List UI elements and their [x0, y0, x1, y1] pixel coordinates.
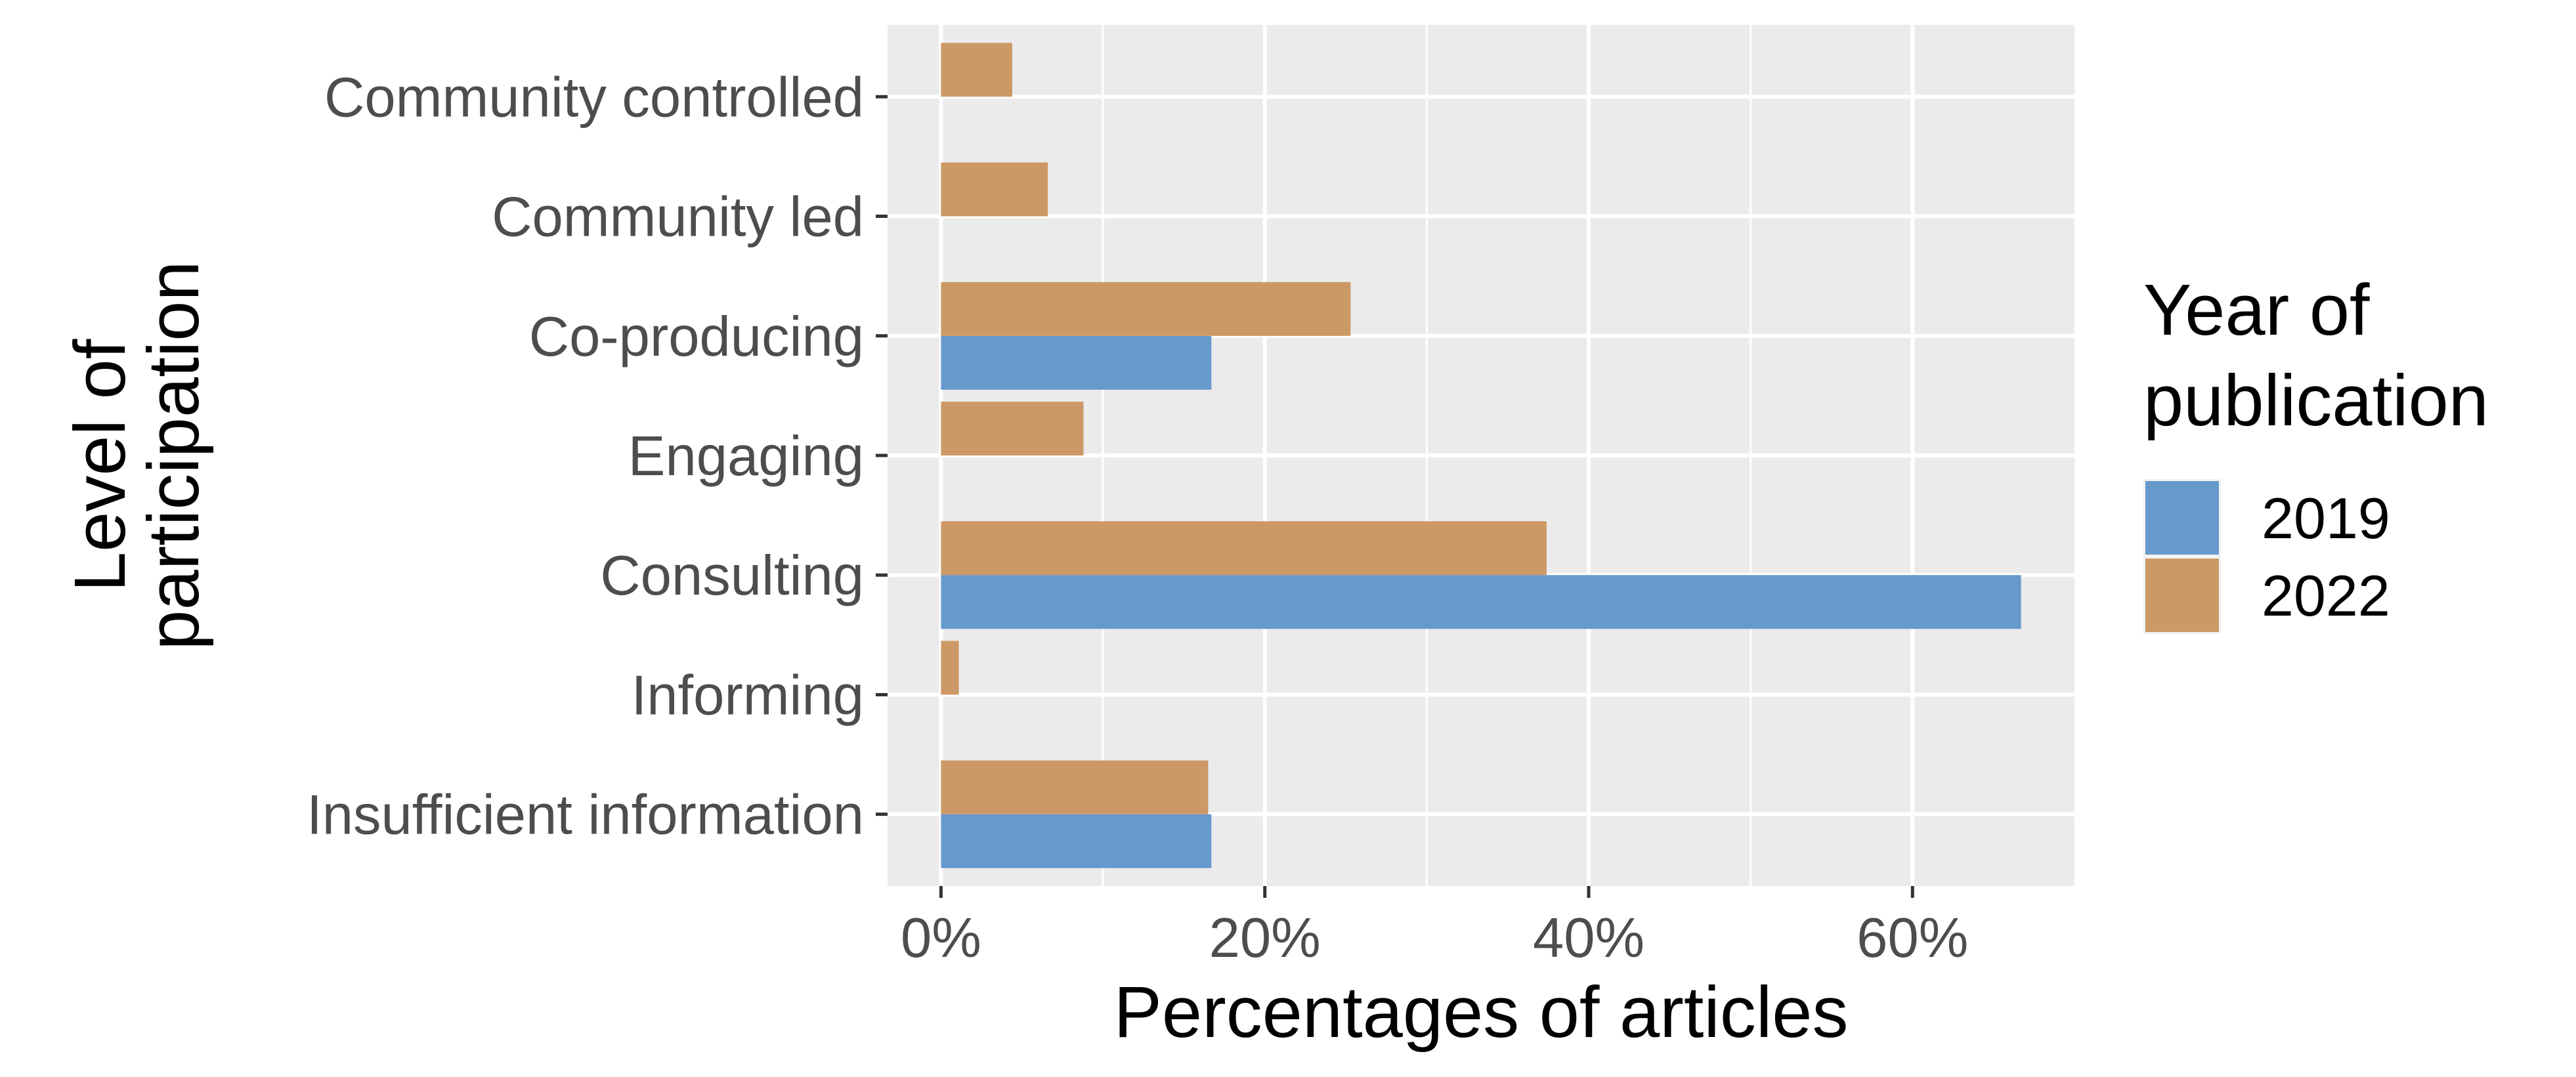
x-tick-label: 40% — [1533, 907, 1644, 969]
y-axis-title-line-2: participation — [133, 261, 214, 650]
legend-title-line-1: Year of — [2143, 270, 2370, 350]
bar-2022-engaging — [941, 402, 1084, 455]
bar-2022-informing — [941, 641, 959, 695]
legend-title: Year of publication — [2143, 270, 2489, 441]
y-axis-title-line-1: Level of — [60, 339, 140, 592]
y-axis: Community controlled Community led Co-prod… — [307, 66, 888, 847]
legend: Year of publication 2019 2022 — [2143, 270, 2489, 634]
grid-lines — [888, 25, 2074, 886]
bar-2022-consulting — [941, 521, 1547, 576]
x-axis-title: Percentages of articles — [1114, 972, 1849, 1053]
legend-swatch-2019 — [2145, 481, 2219, 555]
bar-2019-insufficient-information — [941, 814, 1212, 868]
x-tick-label: 20% — [1209, 907, 1321, 969]
y-tick-label: Informing — [632, 664, 864, 727]
x-tick-label: 60% — [1857, 907, 1968, 969]
y-tick-label: Consulting — [600, 545, 864, 607]
y-tick-label: Community led — [492, 186, 864, 249]
legend-label-2019: 2019 — [2262, 486, 2390, 551]
y-tick-label: Co-producing — [529, 306, 864, 368]
y-tick-label: Engaging — [628, 425, 864, 488]
x-axis: 0% 20% 40% 60% — [901, 886, 1968, 969]
bar-2019-consulting — [941, 575, 2021, 629]
y-axis-title: Level of participation — [60, 261, 214, 650]
x-tick-label: 0% — [901, 907, 981, 969]
bar-2019-co-producing — [941, 335, 1212, 390]
bar-2022-co-producing — [941, 282, 1351, 336]
legend-swatch-2022 — [2145, 559, 2219, 632]
bar-2022-community-led — [941, 162, 1048, 217]
legend-title-line-2: publication — [2143, 360, 2489, 441]
legend-label-2022: 2022 — [2262, 563, 2390, 628]
y-tick-label: Insufficient information — [307, 784, 864, 847]
bars — [941, 43, 2021, 868]
bar-2022-community-controlled — [941, 43, 1012, 97]
y-tick-label: Community controlled — [324, 66, 864, 129]
bar-2022-insufficient-information — [941, 760, 1209, 814]
legend-items: 2019 2022 — [2143, 479, 2390, 634]
